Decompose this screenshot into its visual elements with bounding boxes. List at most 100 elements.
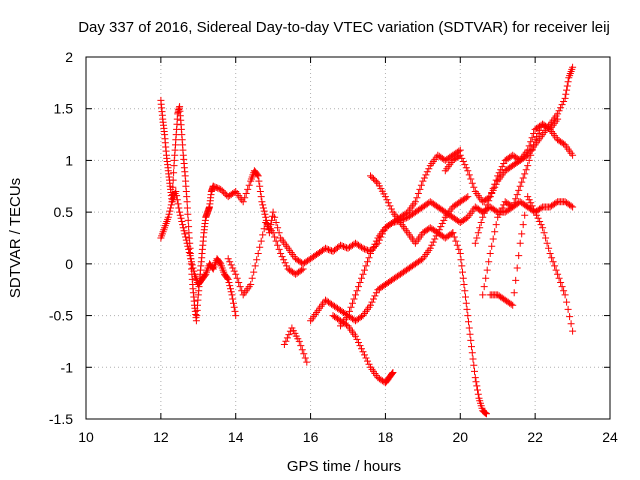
data-point xyxy=(176,211,184,219)
y-tick-label: 0.5 xyxy=(54,204,74,220)
data-point xyxy=(176,208,184,216)
data-point xyxy=(245,181,253,189)
data-point xyxy=(362,354,370,362)
data-point xyxy=(552,199,560,207)
data-point xyxy=(546,250,554,257)
data-point xyxy=(468,349,476,357)
data-point xyxy=(344,312,352,320)
data-point xyxy=(548,254,556,262)
y-tick-label: 2 xyxy=(65,49,73,65)
data-point xyxy=(182,233,190,241)
data-point xyxy=(515,186,523,194)
data-point xyxy=(347,303,355,311)
data-point xyxy=(370,295,377,303)
data-point xyxy=(221,190,229,198)
data-point xyxy=(462,299,470,307)
data-point xyxy=(402,209,410,217)
data-point xyxy=(269,229,277,237)
data-point xyxy=(468,343,475,351)
data-point xyxy=(486,193,494,201)
data-point xyxy=(372,178,380,186)
data-point xyxy=(431,235,439,243)
data-point xyxy=(359,348,367,356)
data-point xyxy=(417,256,425,264)
data-point xyxy=(488,189,496,196)
data-point xyxy=(228,291,236,299)
data-point xyxy=(184,210,192,218)
data-point xyxy=(169,183,177,191)
data-point xyxy=(480,283,488,291)
data-point xyxy=(220,188,228,196)
data-point xyxy=(254,172,262,180)
data-point xyxy=(471,239,479,247)
data-point xyxy=(525,156,533,164)
data-point xyxy=(383,196,391,204)
data-point xyxy=(381,193,389,201)
data-point xyxy=(492,221,500,229)
data-point xyxy=(258,198,266,206)
data-point xyxy=(352,291,359,299)
data-point xyxy=(462,164,470,172)
data-point xyxy=(470,361,478,369)
data-point xyxy=(458,262,466,270)
data-point xyxy=(522,202,530,210)
data-point xyxy=(509,203,517,211)
data-point xyxy=(474,390,482,398)
data-point xyxy=(185,249,193,256)
data-point xyxy=(227,285,234,293)
data-point xyxy=(370,243,377,251)
data-point xyxy=(355,339,362,346)
data-point xyxy=(338,242,346,250)
data-point xyxy=(489,235,497,243)
x-tick-label: 10 xyxy=(78,429,94,445)
data-point xyxy=(184,242,192,250)
data-point xyxy=(462,194,470,202)
data-point xyxy=(537,221,545,229)
data-point xyxy=(244,185,252,193)
data-point xyxy=(241,194,249,202)
data-point xyxy=(187,255,195,263)
data-point xyxy=(359,244,367,252)
data-point xyxy=(277,250,285,257)
data-point xyxy=(190,267,198,275)
data-point xyxy=(274,241,282,249)
data-point xyxy=(425,165,433,173)
data-point xyxy=(420,174,428,182)
data-point xyxy=(419,177,427,185)
data-point xyxy=(465,171,473,179)
data-point xyxy=(488,242,496,250)
data-point xyxy=(509,301,517,309)
data-point xyxy=(209,182,217,190)
data-point xyxy=(340,243,347,250)
data-point xyxy=(167,201,175,209)
data-point xyxy=(470,183,478,191)
y-tick-label: 0 xyxy=(65,256,73,272)
data-point xyxy=(259,204,267,212)
data-point xyxy=(564,305,572,313)
data-point xyxy=(299,265,307,273)
data-point xyxy=(173,196,181,204)
data-point xyxy=(518,178,526,186)
data-points xyxy=(157,63,577,418)
data-point xyxy=(413,194,421,202)
data-point xyxy=(261,210,269,218)
data-point xyxy=(483,266,491,274)
data-point xyxy=(569,151,577,159)
data-point xyxy=(516,239,524,247)
data-point xyxy=(371,240,379,248)
data-point xyxy=(230,303,238,311)
data-point xyxy=(497,166,505,174)
data-point xyxy=(492,176,500,184)
data-point xyxy=(569,63,577,71)
data-point xyxy=(557,104,565,112)
data-point xyxy=(256,188,264,195)
data-point xyxy=(212,184,220,191)
data-point xyxy=(352,332,359,340)
data-point xyxy=(283,334,291,342)
data-point xyxy=(567,202,575,210)
data-point xyxy=(510,199,518,207)
data-point xyxy=(247,281,255,288)
data-point xyxy=(491,180,499,188)
data-point xyxy=(536,218,544,225)
data-point xyxy=(285,331,293,339)
